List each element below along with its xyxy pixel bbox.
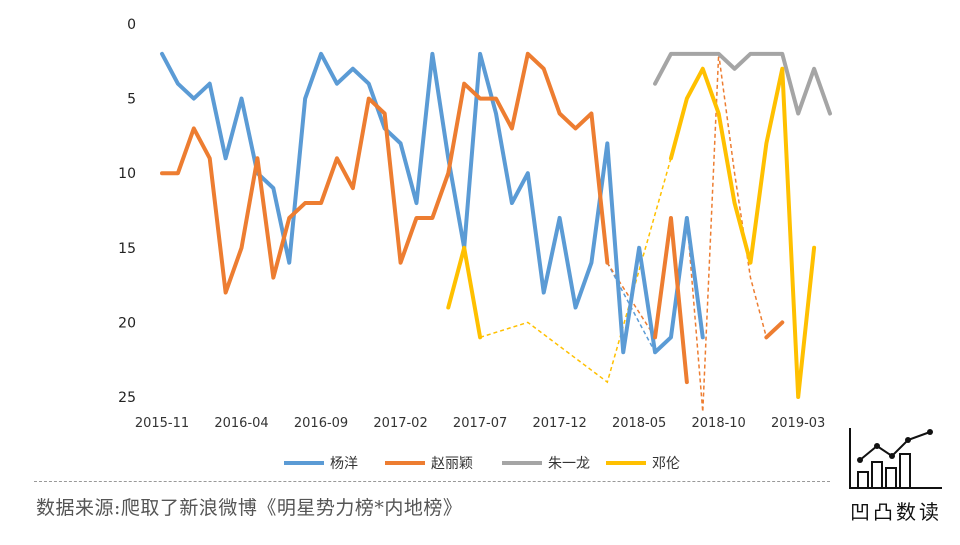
y-tick-label: 0 [127,17,136,33]
y-tick-label: 20 [118,315,136,331]
x-axis: 2015-11 2016-04 2016-09 2017-02 2017-07 2017-… [135,416,826,431]
y-tick-label: 25 [118,390,136,406]
x-tick-label: 2017-12 [532,416,586,431]
series-line [764,320,785,340]
x-tick-label: 2015-11 [135,416,189,431]
legend-label: 杨洋 [330,456,358,472]
data-source-note: 数据来源:爬取了新浪微博《明星势力榜*内地榜》 [36,497,463,519]
x-tick-label: 2018-10 [692,416,746,431]
brand-logo: 凹凸数读 [846,426,946,525]
series-lines [160,51,832,399]
brand-name: 凹凸数读 [850,500,942,524]
y-tick-label: 10 [118,166,136,182]
y-axis: 0 5 10 15 20 25 [118,17,136,406]
series-line [160,51,705,355]
dashed-connector [479,158,672,384]
series-line [160,51,610,295]
y-tick-label: 5 [127,92,136,108]
x-tick-label: 2019-03 [771,416,825,431]
dashed-connectors [479,53,768,412]
source-divider [34,481,830,482]
dashed-connector [686,53,768,412]
series-line [653,215,689,385]
x-tick-label: 2017-02 [373,416,427,431]
x-tick-label: 2017-07 [453,416,507,431]
x-tick-label: 2018-05 [612,416,666,431]
legend: 杨洋 赵丽颖 朱一龙 邓伦 [284,456,680,472]
series-line [668,66,817,399]
y-tick-label: 15 [118,241,136,257]
x-tick-label: 2016-09 [294,416,348,431]
x-tick-label: 2016-04 [214,416,268,431]
bar-chart-logo-icon [849,428,942,489]
legend-label: 朱一龙 [548,456,590,472]
legend-label: 邓伦 [652,456,680,472]
legend-label: 赵丽颖 [431,456,473,472]
series-line [653,51,832,116]
series-line [446,245,483,340]
